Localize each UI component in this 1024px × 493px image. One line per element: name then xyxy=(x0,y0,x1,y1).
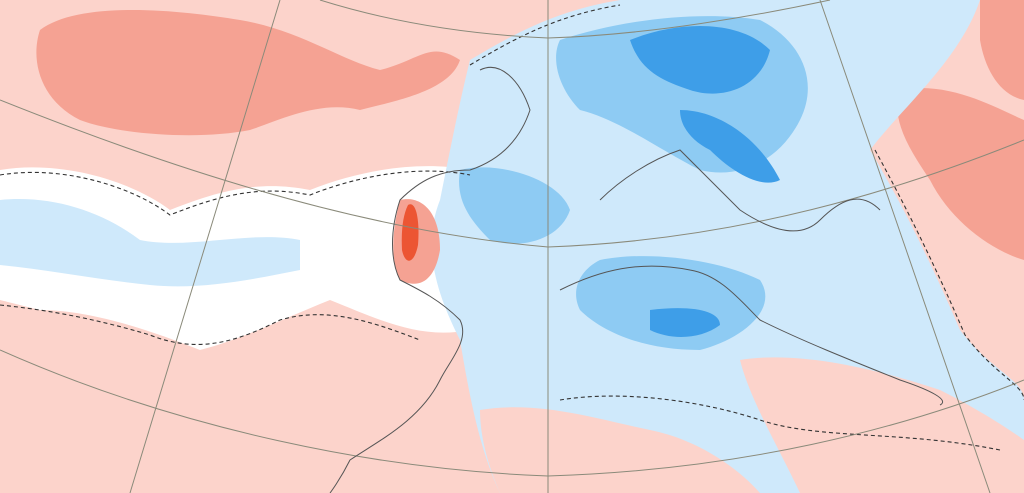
warm-anomaly xyxy=(480,357,1024,493)
contour xyxy=(0,170,471,216)
strong-warm-anomaly xyxy=(401,204,419,261)
contour xyxy=(0,304,421,345)
coastline xyxy=(559,265,943,406)
strong-cool-anomaly xyxy=(630,26,780,337)
contour xyxy=(469,4,1024,401)
coastline xyxy=(599,149,881,232)
contour xyxy=(559,395,1001,451)
coastline xyxy=(329,66,531,493)
graticule xyxy=(129,0,991,493)
cool-anomaly xyxy=(431,0,1024,493)
cool-anomaly xyxy=(459,16,808,350)
cool-anomaly xyxy=(0,199,300,287)
warm-anomaly xyxy=(897,0,1024,260)
warm-anomaly xyxy=(36,10,461,136)
